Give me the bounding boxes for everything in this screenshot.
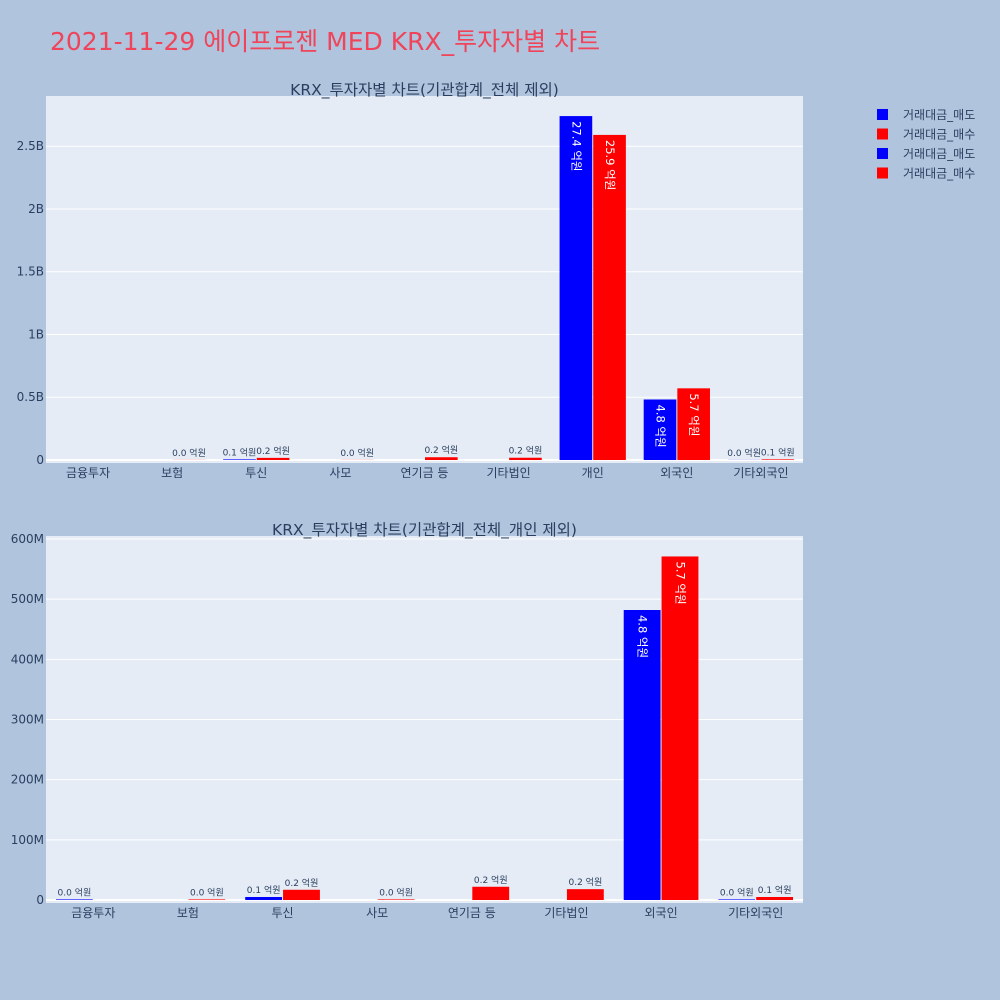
bar-2-sell [55, 899, 93, 900]
legend-item-label: 거래대금_매도 [903, 147, 975, 161]
x-tick-label-1: 사모 [329, 466, 351, 480]
data-label-1: 5.7 억원 [687, 393, 701, 436]
bar-1-buy [256, 457, 290, 460]
chart-subtitle-2: KRX_투자자별 차트(기관합계_전체_개인 제외) [272, 521, 577, 540]
bar-2-buy [472, 886, 510, 900]
x-tick-label-1: 기타외국인 [733, 466, 788, 480]
bar-2-buy [661, 556, 699, 900]
y-tick-label-1: 0 [36, 453, 44, 467]
y-tick-label-2: 100M [11, 833, 44, 847]
legend-swatch [877, 128, 888, 140]
y-tick-label-1: 2.5B [17, 139, 44, 153]
y-tick-label-2: 300M [11, 713, 44, 727]
y-tick-label-2: 200M [11, 773, 44, 787]
x-tick-label-1: 보험 [161, 466, 183, 480]
data-label-1: 0.0 억원 [172, 447, 206, 459]
bar-2-buy [283, 889, 320, 900]
bar-2-sell [245, 896, 283, 900]
chart-subtitle-1: KRX_투자자별 차트(기관합계_전체 제외) [290, 81, 559, 100]
x-tick-label-2: 사모 [366, 906, 388, 920]
bar-2-buy [188, 899, 226, 900]
data-label-2: 0.2 억원 [474, 874, 508, 886]
bar-2-buy [377, 899, 415, 900]
x-tick-label-1: 금융투자 [66, 466, 110, 480]
data-label-2: 0.2 억원 [285, 877, 319, 889]
bar-2-sell [623, 610, 661, 900]
legend-swatch [877, 148, 888, 159]
page-title: 2021-11-29 에이프로젠 MED KRX_투자자별 차트 [50, 27, 601, 56]
data-label-2: 0.0 억원 [720, 886, 754, 898]
data-label-2: 0.1 억원 [758, 884, 792, 896]
bar-1-buy [509, 457, 542, 460]
data-label-1: 0.2 억원 [424, 444, 458, 456]
bar-1-sell [643, 399, 677, 460]
y-tick-label-2: 500M [11, 592, 44, 606]
data-label-2: 0.0 억원 [190, 886, 224, 898]
data-label-1: 25.9 억원 [603, 140, 617, 190]
y-tick-label-1: 1.5B [17, 265, 44, 279]
legend-item-label: 거래대금_매수 [903, 167, 975, 181]
x-tick-label-1: 개인 [582, 466, 604, 480]
y-tick-label-2: 0 [36, 893, 44, 907]
legend-swatch [877, 167, 888, 179]
y-tick-label-2: 600M [11, 532, 44, 546]
data-label-2: 0.0 억원 [379, 886, 413, 898]
x-tick-label-1: 외국인 [660, 466, 693, 480]
x-tick-label-2: 연기금 등 [448, 906, 496, 920]
y-tick-label-2: 400M [11, 652, 44, 666]
legend-swatch [877, 109, 888, 120]
x-tick-label-2: 보험 [177, 906, 199, 920]
x-tick-label-2: 기타법인 [544, 906, 588, 920]
bar-1-buy [425, 457, 458, 460]
data-label-1: 4.8 억원 [654, 405, 668, 448]
bar-1-sell [559, 116, 593, 460]
data-label-2: 0.1 억원 [247, 884, 281, 896]
data-label-1: 0.2 억원 [256, 445, 290, 457]
data-label-1: 0.2 억원 [509, 445, 543, 457]
bar-2-sell [718, 899, 756, 900]
data-label-1: 27.4 억원 [569, 121, 583, 171]
y-tick-label-1: 2B [28, 202, 44, 216]
bar-1-buy [677, 388, 710, 460]
x-tick-label-1: 투신 [245, 466, 267, 480]
bar-2-buy [756, 896, 794, 900]
legend-item-label: 거래대금_매수 [903, 128, 975, 142]
y-tick-label-1: 1B [28, 327, 44, 341]
data-label-2: 0.2 억원 [568, 876, 602, 888]
data-label-1: 0.1 억원 [223, 446, 257, 458]
bar-2-buy [566, 889, 604, 900]
x-tick-label-1: 기타법인 [487, 466, 531, 480]
data-label-2: 4.8 억원 [636, 615, 650, 658]
bar-1-buy [761, 459, 795, 460]
x-tick-label-2: 금융투자 [71, 906, 115, 920]
legend-item-label: 거래대금_매도 [903, 108, 975, 122]
bar-1-buy [593, 134, 626, 460]
y-tick-label-1: 0.5B [17, 390, 44, 404]
bar-1-sell [223, 459, 256, 460]
x-tick-label-2: 투신 [272, 906, 294, 920]
data-label-1: 0.0 억원 [727, 447, 761, 459]
x-tick-label-2: 기타외국인 [728, 906, 783, 920]
data-label-2: 0.0 억원 [58, 886, 92, 898]
x-tick-label-2: 외국인 [645, 906, 678, 920]
plot-area-1 [46, 96, 803, 463]
x-tick-label-1: 연기금 등 [401, 466, 449, 480]
data-label-1: 0.1 억원 [761, 446, 795, 458]
data-label-2: 5.7 억원 [673, 561, 687, 604]
data-label-1: 0.0 억원 [340, 447, 374, 459]
